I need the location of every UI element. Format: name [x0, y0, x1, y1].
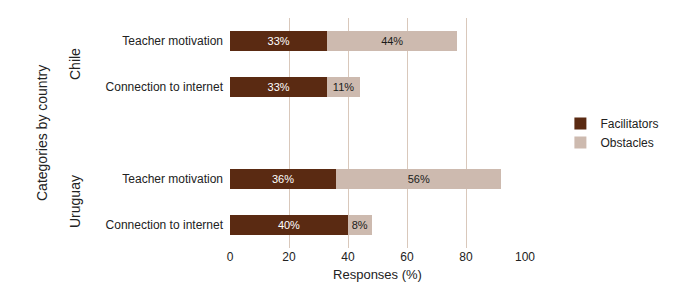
svg-text:Chile: Chile: [67, 48, 83, 80]
svg-text:Connection to internet: Connection to internet: [106, 218, 224, 232]
svg-text:40%: 40%: [278, 219, 300, 231]
svg-text:20: 20: [282, 250, 296, 264]
svg-text:11%: 11%: [333, 81, 354, 93]
svg-text:60: 60: [400, 250, 414, 264]
svg-text:36%: 36%: [272, 173, 294, 185]
svg-text:Responses (%): Responses (%): [333, 267, 422, 282]
svg-text:44%: 44%: [381, 35, 403, 47]
svg-text:Categories by country: Categories by country: [34, 65, 50, 201]
svg-text:Connection to internet: Connection to internet: [106, 80, 224, 94]
svg-text:Teacher motivation: Teacher motivation: [122, 34, 223, 48]
svg-text:33%: 33%: [268, 81, 290, 93]
svg-text:56%: 56%: [408, 173, 430, 185]
svg-text:8%: 8%: [352, 219, 368, 231]
svg-text:0: 0: [227, 250, 234, 264]
svg-text:Facilitators: Facilitators: [600, 117, 658, 131]
svg-text:100: 100: [515, 250, 535, 264]
svg-text:33%: 33%: [268, 35, 290, 47]
svg-text:Uruguay: Uruguay: [67, 175, 83, 228]
svg-text:Teacher motivation: Teacher motivation: [122, 172, 223, 186]
svg-text:Obstacles: Obstacles: [600, 136, 653, 150]
svg-text:40: 40: [341, 250, 355, 264]
svg-text:80: 80: [459, 250, 473, 264]
